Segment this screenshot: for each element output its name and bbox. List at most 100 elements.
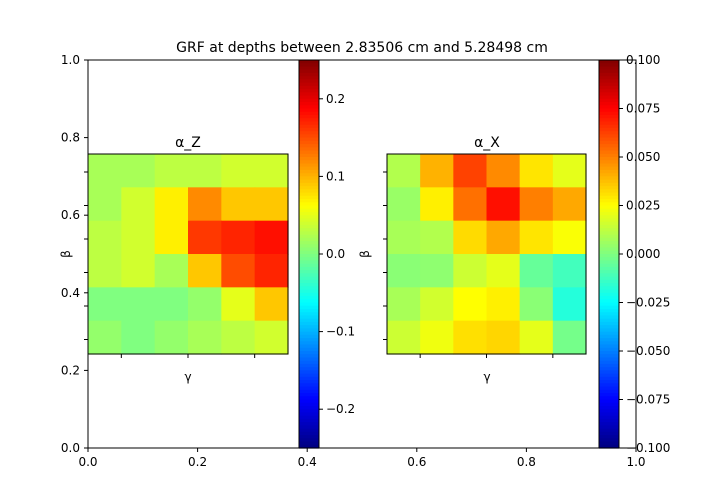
colorbar-segment-alpha-z — [299, 118, 319, 123]
colorbar-segment-alpha-x — [599, 153, 619, 158]
outer-xtick-label: 0.2 — [188, 455, 207, 469]
colorbar-segment-alpha-z — [299, 76, 319, 80]
colorbar-segment-alpha-x — [599, 399, 619, 404]
heatmap-cell-alpha-x — [552, 154, 587, 188]
heatmap-cell-alpha-z — [88, 254, 122, 288]
colorbar-segment-alpha-x — [599, 418, 619, 423]
heatmap-cell-alpha-x — [486, 320, 521, 355]
colorbar-segment-alpha-z — [299, 114, 319, 119]
colorbar-segment-alpha-z — [299, 431, 319, 436]
colorbar-segment-alpha-x — [599, 308, 619, 313]
colorbar-tick-label-alpha-z: −0.1 — [326, 325, 355, 339]
colorbar-segment-alpha-x — [599, 76, 619, 80]
colorbar-segment-alpha-x — [599, 402, 619, 407]
colorbar-segment-alpha-z — [299, 160, 319, 165]
colorbar-segment-alpha-x — [599, 250, 619, 255]
panel-alpha-x-xlabel: γ — [483, 370, 490, 384]
colorbar-segment-alpha-z — [299, 376, 319, 381]
colorbar-segment-alpha-x — [599, 205, 619, 210]
heatmap-cell-alpha-x — [552, 220, 587, 255]
colorbar-segment-alpha-z — [299, 435, 319, 439]
colorbar-segment-alpha-z — [299, 237, 319, 242]
colorbar-segment-alpha-z — [299, 393, 319, 397]
colorbar-segment-alpha-x — [599, 444, 619, 449]
colorbar-segment-alpha-x — [599, 137, 619, 142]
colorbar-segment-alpha-x — [599, 373, 619, 378]
colorbar-segment-alpha-x — [599, 105, 619, 110]
colorbar-segment-alpha-x — [599, 111, 619, 116]
heatmap-cell-alpha-z — [254, 187, 289, 222]
colorbar-segment-alpha-x — [599, 169, 619, 174]
heatmap-cell-alpha-z — [221, 287, 256, 322]
colorbar-segment-alpha-x — [599, 328, 619, 333]
colorbar-segment-alpha-z — [299, 418, 319, 423]
colorbar-segment-alpha-z — [299, 338, 319, 342]
colorbar-segment-alpha-z — [299, 147, 319, 152]
outer-ytick-label: 0.2 — [61, 363, 80, 377]
heatmap-cell-alpha-x — [387, 320, 421, 355]
outer-xtick-label: 0.4 — [298, 455, 317, 469]
heatmap-cell-alpha-x — [519, 320, 554, 355]
heatmap-cell-alpha-x — [420, 187, 454, 222]
heatmap-cell-alpha-z — [121, 287, 156, 322]
colorbar-segment-alpha-x — [599, 208, 619, 213]
colorbar-segment-alpha-x — [599, 85, 619, 90]
colorbar-segment-alpha-x — [599, 237, 619, 242]
colorbar-segment-alpha-z — [299, 286, 319, 291]
colorbar-segment-alpha-z — [299, 221, 319, 226]
colorbar-segment-alpha-z — [299, 244, 319, 249]
colorbar-segment-alpha-x — [599, 405, 619, 410]
colorbar-segment-alpha-z — [299, 302, 319, 307]
colorbar-segment-alpha-z — [299, 153, 319, 158]
colorbar-segment-alpha-x — [599, 431, 619, 436]
colorbar-segment-alpha-x — [599, 351, 619, 355]
colorbar-segment-alpha-x — [599, 221, 619, 226]
colorbar-segment-alpha-z — [299, 79, 319, 84]
heatmap-cell-alpha-x — [519, 187, 554, 222]
heatmap-cell-alpha-z — [154, 254, 189, 288]
colorbar-segment-alpha-z — [299, 127, 319, 132]
heatmap-cell-alpha-x — [420, 320, 454, 355]
colorbar-segment-alpha-z — [299, 224, 319, 229]
colorbar-segment-alpha-x — [599, 69, 619, 74]
panel-alpha-z-ylabel: β — [59, 250, 73, 258]
heatmap-cell-alpha-x — [486, 254, 521, 288]
heatmap-cell-alpha-z — [221, 187, 256, 222]
colorbar-segment-alpha-x — [599, 176, 619, 181]
outer-ytick-label: 0.0 — [61, 441, 80, 455]
colorbar-segment-alpha-z — [299, 289, 319, 294]
colorbar-segment-alpha-x — [599, 396, 619, 401]
panel-alpha-x-ylabel: β — [358, 250, 372, 258]
colorbar-segment-alpha-x — [599, 134, 619, 139]
colorbar-tick-label-alpha-x: 0.100 — [626, 53, 660, 67]
colorbar-segment-alpha-x — [599, 286, 619, 291]
heatmap-cell-alpha-z — [154, 287, 189, 322]
colorbar-segment-alpha-x — [599, 338, 619, 342]
colorbar-segment-alpha-z — [299, 144, 319, 148]
colorbar-segment-alpha-z — [299, 351, 319, 355]
heatmap-cell-alpha-x — [519, 220, 554, 255]
colorbar-segment-alpha-z — [299, 189, 319, 194]
colorbar-segment-alpha-x — [599, 393, 619, 397]
colorbar-tick-label-alpha-x: 0.075 — [626, 102, 660, 116]
colorbar-segment-alpha-x — [599, 224, 619, 229]
colorbar-segment-alpha-x — [599, 283, 619, 287]
heatmap-cell-alpha-x — [420, 154, 454, 188]
colorbar-segment-alpha-x — [599, 147, 619, 152]
colorbar-segment-alpha-x — [599, 231, 619, 236]
colorbar-segment-alpha-z — [299, 438, 319, 443]
colorbar-segment-alpha-z — [299, 357, 319, 362]
heatmap-cell-alpha-z — [154, 187, 189, 222]
colorbar-segment-alpha-z — [299, 318, 319, 323]
colorbar-segment-alpha-z — [299, 386, 319, 391]
outer-xtick-label: 1.0 — [626, 455, 645, 469]
colorbar-segment-alpha-z — [299, 234, 319, 239]
colorbar-segment-alpha-z — [299, 121, 319, 126]
colorbar-segment-alpha-z — [299, 60, 319, 64]
heatmap-cell-alpha-x — [387, 220, 421, 255]
colorbar-tick-label-alpha-x: −0.025 — [626, 296, 670, 310]
heatmap-cell-alpha-z — [188, 187, 222, 222]
heatmap-cell-alpha-z — [188, 287, 222, 322]
colorbar-segment-alpha-z — [299, 105, 319, 110]
heatmap-cell-alpha-x — [420, 220, 454, 255]
